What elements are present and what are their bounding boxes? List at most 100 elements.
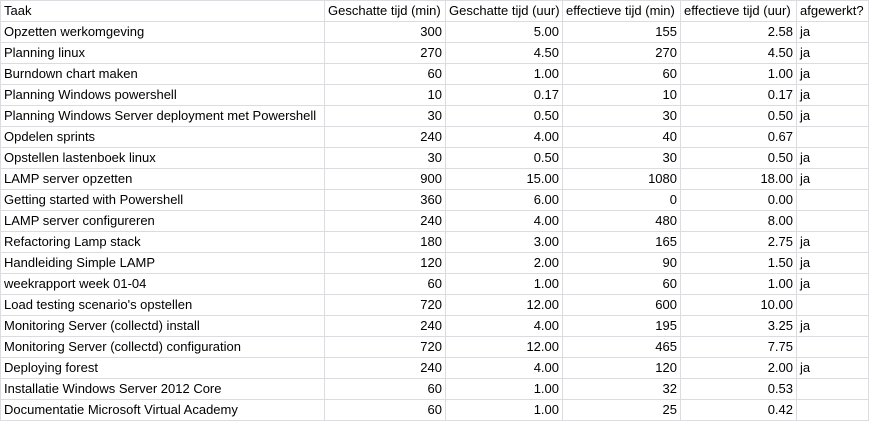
cell-afgewerkt[interactable]	[796, 399, 869, 421]
cell-taak[interactable]: LAMP server opzetten	[0, 168, 325, 190]
cell-effectieve-uur[interactable]: 0.00	[680, 189, 797, 211]
cell-effectieve-uur[interactable]: 4.50	[680, 42, 797, 64]
cell-effectieve-min[interactable]: 60	[562, 63, 681, 85]
cell-geschatte-uur[interactable]: 1.00	[445, 273, 563, 295]
cell-effectieve-uur[interactable]: 0.53	[680, 378, 797, 400]
cell-afgewerkt[interactable]: ja	[796, 168, 869, 190]
cell-geschatte-uur[interactable]: 0.17	[445, 84, 563, 106]
cell-taak[interactable]: Planning linux	[0, 42, 325, 64]
cell-afgewerkt[interactable]: ja	[796, 42, 869, 64]
cell-effectieve-min[interactable]: 155	[562, 21, 681, 43]
cell-geschatte-uur[interactable]: 4.00	[445, 126, 563, 148]
cell-geschatte-uur[interactable]: 4.00	[445, 357, 563, 379]
cell-effectieve-min[interactable]: 10	[562, 84, 681, 106]
cell-afgewerkt[interactable]: ja	[796, 231, 869, 253]
cell-effectieve-uur[interactable]: 18.00	[680, 168, 797, 190]
cell-geschatte-min[interactable]: 360	[324, 189, 446, 211]
cell-taak[interactable]: Monitoring Server (collectd) configurati…	[0, 336, 325, 358]
cell-afgewerkt[interactable]	[796, 336, 869, 358]
cell-geschatte-min[interactable]: 60	[324, 273, 446, 295]
cell-taak[interactable]: Load testing scenario's opstellen	[0, 294, 325, 316]
cell-geschatte-uur[interactable]: 5.00	[445, 21, 563, 43]
cell-effectieve-min[interactable]: 30	[562, 147, 681, 169]
cell-effectieve-uur[interactable]: 0.67	[680, 126, 797, 148]
cell-geschatte-min[interactable]: 10	[324, 84, 446, 106]
cell-afgewerkt[interactable]	[796, 294, 869, 316]
cell-geschatte-uur[interactable]: 3.00	[445, 231, 563, 253]
cell-afgewerkt[interactable]: ja	[796, 105, 869, 127]
cell-afgewerkt[interactable]: ja	[796, 357, 869, 379]
cell-effectieve-min[interactable]: 600	[562, 294, 681, 316]
cell-effectieve-uur[interactable]: 0.17	[680, 84, 797, 106]
cell-effectieve-min[interactable]: 195	[562, 315, 681, 337]
cell-afgewerkt[interactable]: ja	[796, 315, 869, 337]
cell-effectieve-uur[interactable]: 7.75	[680, 336, 797, 358]
cell-geschatte-uur[interactable]: 6.00	[445, 189, 563, 211]
cell-geschatte-min[interactable]: 270	[324, 42, 446, 64]
cell-effectieve-min[interactable]: 60	[562, 273, 681, 295]
cell-effectieve-min[interactable]: 270	[562, 42, 681, 64]
cell-effectieve-min[interactable]: 0	[562, 189, 681, 211]
cell-effectieve-uur[interactable]: 0.50	[680, 105, 797, 127]
header-geschatte-uur[interactable]: Geschatte tijd (uur)	[445, 0, 563, 22]
cell-geschatte-uur[interactable]: 2.00	[445, 252, 563, 274]
header-effectieve-uur[interactable]: effectieve tijd (uur)	[680, 0, 797, 22]
cell-effectieve-min[interactable]: 25	[562, 399, 681, 421]
cell-geschatte-min[interactable]: 720	[324, 294, 446, 316]
cell-effectieve-min[interactable]: 165	[562, 231, 681, 253]
cell-geschatte-uur[interactable]: 0.50	[445, 105, 563, 127]
cell-effectieve-min[interactable]: 480	[562, 210, 681, 232]
cell-taak[interactable]: Deploying forest	[0, 357, 325, 379]
header-effectieve-min[interactable]: effectieve tijd (min)	[562, 0, 681, 22]
cell-effectieve-min[interactable]: 90	[562, 252, 681, 274]
cell-geschatte-min[interactable]: 60	[324, 378, 446, 400]
cell-effectieve-min[interactable]: 1080	[562, 168, 681, 190]
cell-taak[interactable]: LAMP server configureren	[0, 210, 325, 232]
cell-geschatte-uur[interactable]: 15.00	[445, 168, 563, 190]
cell-geschatte-min[interactable]: 300	[324, 21, 446, 43]
cell-afgewerkt[interactable]: ja	[796, 21, 869, 43]
cell-effectieve-uur[interactable]: 2.75	[680, 231, 797, 253]
cell-afgewerkt[interactable]: ja	[796, 63, 869, 85]
cell-geschatte-min[interactable]: 120	[324, 252, 446, 274]
cell-effectieve-uur[interactable]: 1.00	[680, 63, 797, 85]
cell-taak[interactable]: Opzetten werkomgeving	[0, 21, 325, 43]
cell-afgewerkt[interactable]: ja	[796, 252, 869, 274]
cell-geschatte-uur[interactable]: 12.00	[445, 336, 563, 358]
cell-taak[interactable]: Documentatie Microsoft Virtual Academy	[0, 399, 325, 421]
cell-geschatte-uur[interactable]: 1.00	[445, 378, 563, 400]
cell-geschatte-min[interactable]: 720	[324, 336, 446, 358]
cell-geschatte-min[interactable]: 60	[324, 399, 446, 421]
cell-effectieve-uur[interactable]: 1.00	[680, 273, 797, 295]
cell-effectieve-uur[interactable]: 0.42	[680, 399, 797, 421]
cell-geschatte-min[interactable]: 240	[324, 357, 446, 379]
cell-geschatte-uur[interactable]: 12.00	[445, 294, 563, 316]
cell-afgewerkt[interactable]	[796, 189, 869, 211]
cell-effectieve-uur[interactable]: 1.50	[680, 252, 797, 274]
cell-geschatte-min[interactable]: 240	[324, 126, 446, 148]
cell-geschatte-uur[interactable]: 4.00	[445, 315, 563, 337]
cell-afgewerkt[interactable]: ja	[796, 147, 869, 169]
cell-geschatte-uur[interactable]: 1.00	[445, 399, 563, 421]
cell-afgewerkt[interactable]: ja	[796, 84, 869, 106]
cell-effectieve-uur[interactable]: 3.25	[680, 315, 797, 337]
cell-taak[interactable]: Planning Windows Server deployment met P…	[0, 105, 325, 127]
cell-effectieve-min[interactable]: 30	[562, 105, 681, 127]
cell-geschatte-uur[interactable]: 4.00	[445, 210, 563, 232]
cell-geschatte-uur[interactable]: 4.50	[445, 42, 563, 64]
cell-afgewerkt[interactable]	[796, 210, 869, 232]
cell-geschatte-min[interactable]: 60	[324, 63, 446, 85]
cell-taak[interactable]: Handleiding Simple LAMP	[0, 252, 325, 274]
cell-geschatte-min[interactable]: 180	[324, 231, 446, 253]
cell-effectieve-uur[interactable]: 2.58	[680, 21, 797, 43]
header-geschatte-min[interactable]: Geschatte tijd (min)	[324, 0, 446, 22]
cell-taak[interactable]: Getting started with Powershell	[0, 189, 325, 211]
cell-taak[interactable]: weekrapport week 01-04	[0, 273, 325, 295]
cell-geschatte-uur[interactable]: 1.00	[445, 63, 563, 85]
cell-taak[interactable]: Installatie Windows Server 2012 Core	[0, 378, 325, 400]
cell-afgewerkt[interactable]: ja	[796, 273, 869, 295]
cell-geschatte-min[interactable]: 30	[324, 147, 446, 169]
cell-effectieve-uur[interactable]: 10.00	[680, 294, 797, 316]
cell-geschatte-min[interactable]: 240	[324, 210, 446, 232]
cell-taak[interactable]: Refactoring Lamp stack	[0, 231, 325, 253]
